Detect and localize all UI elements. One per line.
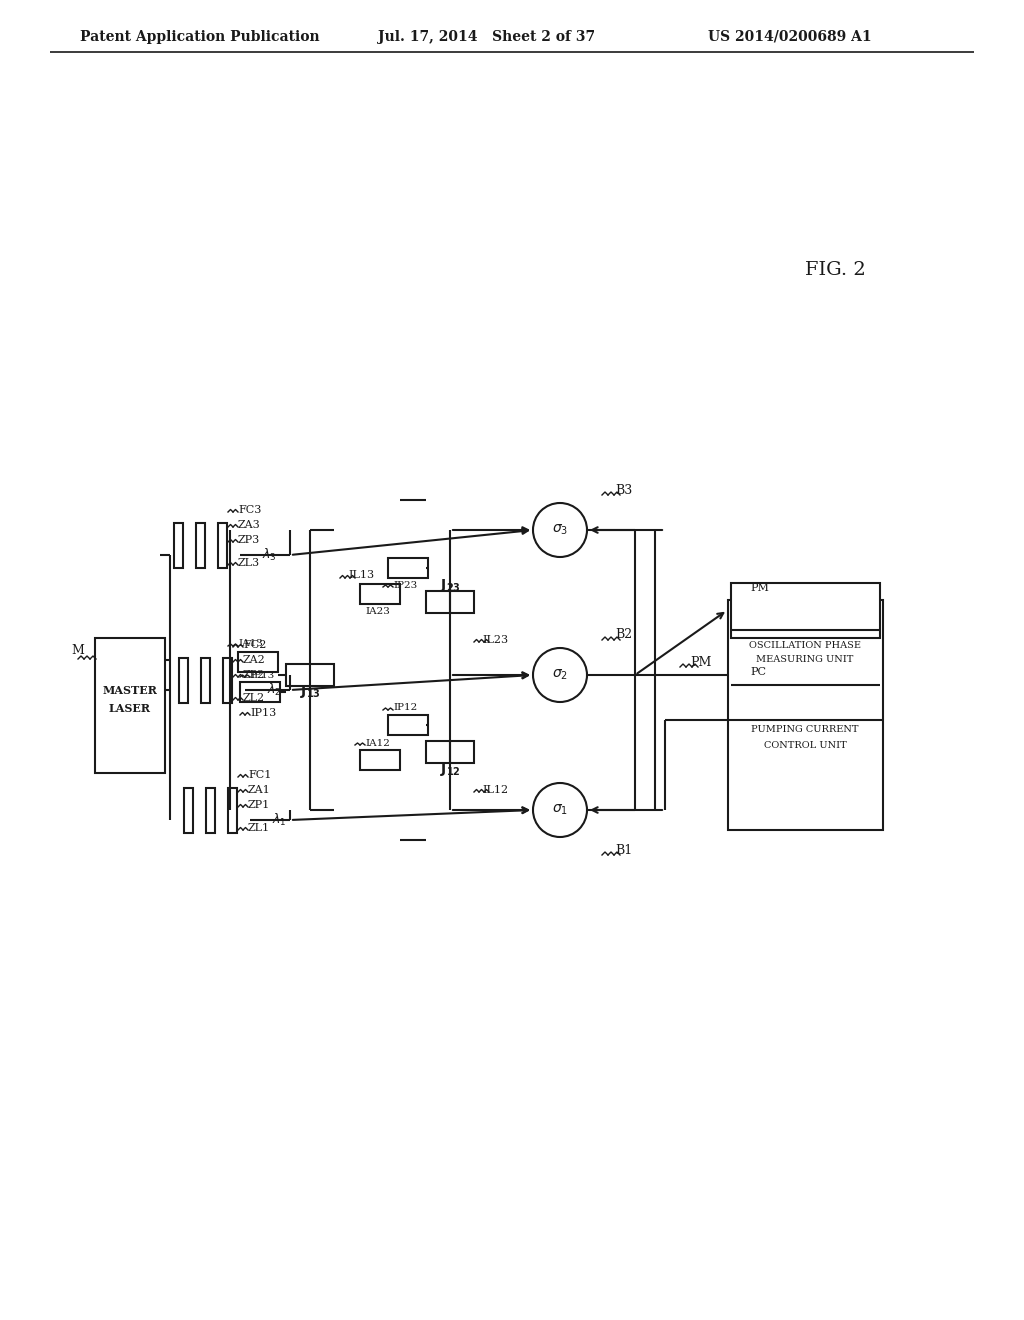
- Text: IP13: IP13: [250, 671, 274, 680]
- Bar: [206, 788, 214, 833]
- Bar: [727, 601, 883, 830]
- Text: $\lambda_3$: $\lambda_3$: [262, 546, 276, 564]
- Bar: [388, 558, 428, 578]
- Text: PC: PC: [750, 667, 766, 677]
- Text: OSCILLATION PHASE: OSCILLATION PHASE: [749, 640, 861, 649]
- Text: IP23: IP23: [393, 581, 417, 590]
- Text: FC1: FC1: [248, 770, 271, 780]
- Text: $\sigma_1$: $\sigma_1$: [552, 803, 568, 817]
- Text: ZL2: ZL2: [243, 693, 265, 704]
- Text: PUMPING CURRENT: PUMPING CURRENT: [752, 726, 859, 734]
- Text: IP12: IP12: [393, 704, 417, 713]
- Text: FIG. 2: FIG. 2: [805, 261, 865, 279]
- Bar: [730, 582, 880, 638]
- Text: IL23: IL23: [482, 635, 508, 645]
- Text: $\mathbf{J_{13}}$: $\mathbf{J_{13}}$: [300, 684, 321, 701]
- Text: $\mathbf{J_{12}}$: $\mathbf{J_{12}}$: [439, 760, 461, 777]
- Bar: [360, 583, 400, 605]
- Bar: [196, 523, 205, 568]
- Text: ZP2: ZP2: [243, 671, 265, 680]
- Text: PM: PM: [750, 583, 769, 593]
- Bar: [95, 638, 165, 772]
- Text: FC2: FC2: [243, 640, 266, 649]
- Bar: [240, 682, 280, 702]
- Bar: [178, 657, 187, 702]
- Bar: [360, 750, 400, 770]
- Text: PM: PM: [690, 656, 712, 669]
- Text: $\sigma_2$: $\sigma_2$: [552, 668, 568, 682]
- Text: ZP3: ZP3: [238, 535, 260, 545]
- Text: IA12: IA12: [365, 738, 390, 747]
- Text: US 2014/0200689 A1: US 2014/0200689 A1: [709, 30, 871, 44]
- Text: IL12: IL12: [482, 785, 508, 795]
- Text: FC3: FC3: [238, 506, 261, 515]
- Bar: [227, 788, 237, 833]
- Text: ZA1: ZA1: [248, 785, 270, 795]
- Bar: [286, 664, 334, 686]
- Text: MEASURING UNIT: MEASURING UNIT: [757, 656, 854, 664]
- Bar: [217, 523, 226, 568]
- Text: ZA3: ZA3: [238, 520, 261, 531]
- Text: Jul. 17, 2014   Sheet 2 of 37: Jul. 17, 2014 Sheet 2 of 37: [379, 30, 596, 44]
- Text: $\sigma_3$: $\sigma_3$: [552, 523, 568, 537]
- Text: IL13: IL13: [348, 570, 374, 579]
- Text: B3: B3: [615, 483, 632, 496]
- Text: M: M: [72, 644, 84, 656]
- Text: Patent Application Publication: Patent Application Publication: [80, 30, 319, 44]
- Text: ZA2: ZA2: [243, 655, 266, 665]
- Text: ZP1: ZP1: [248, 800, 270, 810]
- Text: $\mathbf{J_{23}}$: $\mathbf{J_{23}}$: [439, 577, 461, 594]
- Text: ZL3: ZL3: [238, 558, 260, 568]
- Bar: [183, 788, 193, 833]
- Text: $\lambda_2$: $\lambda_2$: [267, 682, 282, 698]
- Text: B2: B2: [615, 628, 632, 642]
- Text: IA23: IA23: [365, 606, 390, 615]
- Bar: [222, 657, 231, 702]
- Text: CONTROL UNIT: CONTROL UNIT: [764, 741, 847, 750]
- Text: IP13: IP13: [250, 708, 276, 718]
- Text: $\lambda_1$: $\lambda_1$: [272, 812, 287, 828]
- Text: IA13: IA13: [238, 639, 263, 648]
- Bar: [201, 657, 210, 702]
- Bar: [173, 523, 182, 568]
- Bar: [426, 591, 474, 612]
- Bar: [238, 652, 278, 672]
- Bar: [426, 741, 474, 763]
- Text: MASTER: MASTER: [102, 685, 158, 696]
- Text: B1: B1: [615, 843, 632, 857]
- Text: ZL1: ZL1: [248, 822, 270, 833]
- Bar: [388, 715, 428, 735]
- Text: LASER: LASER: [109, 702, 151, 714]
